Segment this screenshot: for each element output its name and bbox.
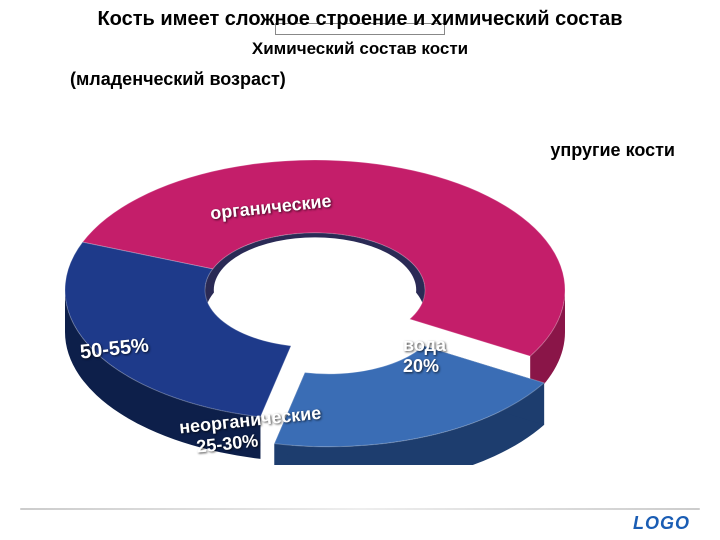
footer-divider xyxy=(20,508,700,510)
subtitle: Химический состав кости xyxy=(20,39,700,59)
chart-label: вода20% xyxy=(403,335,446,377)
subtitle-age: (младенческий возраст) xyxy=(70,69,720,90)
donut-chart: органические50-55%вода20%неорганические … xyxy=(65,155,585,465)
logo-text: LOGO xyxy=(633,513,690,534)
page-title: Кость имеет сложное строение и химически… xyxy=(20,8,700,31)
